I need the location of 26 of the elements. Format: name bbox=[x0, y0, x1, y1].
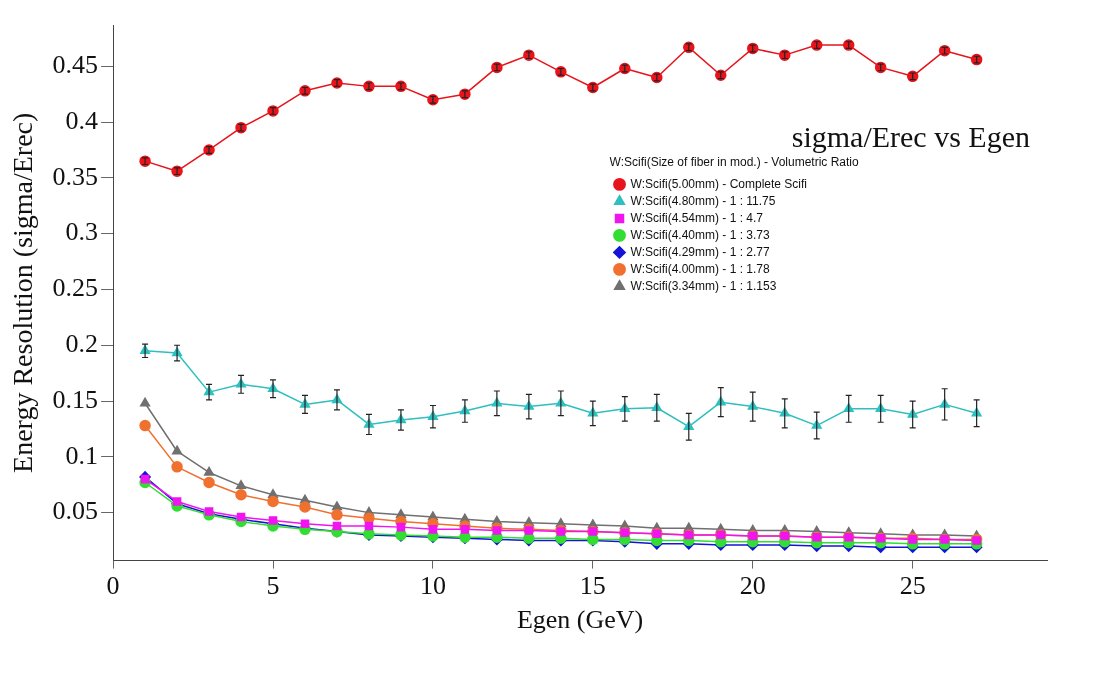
y-tick-label: 0.4 bbox=[65, 105, 99, 135]
x-tick-label: 15 bbox=[579, 571, 606, 601]
y-tick-label: 0.25 bbox=[52, 273, 99, 303]
y-tick-label: 0.3 bbox=[65, 217, 99, 247]
y-tick-label: 0.1 bbox=[65, 440, 99, 470]
legend-label: W:Scifi(4.00mm) - 1 : 1.78 bbox=[630, 261, 770, 276]
y-tick-label: 0.35 bbox=[52, 161, 99, 191]
legend-label: W:Scifi(4.54mm) - 1 : 4.7 bbox=[630, 210, 764, 225]
x-tick-label: 0 bbox=[106, 571, 120, 601]
y-axis-title: Energy Resolution (sigma/Erec) bbox=[7, 112, 39, 473]
x-tick-label: 10 bbox=[419, 571, 446, 601]
y-tick-label: 0.05 bbox=[52, 496, 99, 526]
x-tick-label: 25 bbox=[899, 571, 926, 601]
x-axis-title: Egen (GeV) bbox=[516, 605, 644, 635]
legend-label: W:Scifi(4.29mm) - 1 : 2.77 bbox=[630, 244, 770, 259]
legend-label: W:Scifi(4.40mm) - 1 : 3.73 bbox=[630, 227, 770, 242]
x-tick-label: 5 bbox=[266, 571, 280, 601]
text: sigma/Erec vs Egen bbox=[791, 120, 1030, 154]
x-tick-label: 20 bbox=[739, 571, 766, 601]
y-tick-label: 0.15 bbox=[52, 384, 99, 414]
legend-title: W:Scifi(Size of fiber in mod.) - Volumetric Ratio bbox=[609, 155, 860, 170]
legend-label: W:Scifi(4.80mm) - 1 : 11.75 bbox=[630, 193, 776, 208]
y-tick-label: 0.45 bbox=[52, 50, 99, 80]
legend-label: W:Scifi(3.34mm) - 1 : 1.153 bbox=[630, 278, 777, 293]
y-tick-label: 0.2 bbox=[65, 329, 99, 359]
legend-label: W:Scifi(5.00mm) - Complete Scifi bbox=[630, 176, 808, 191]
